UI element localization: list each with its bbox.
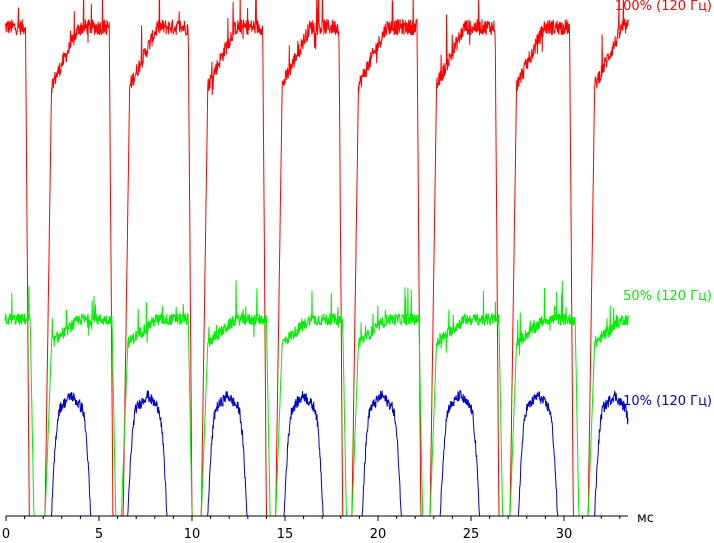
legend-entry-100-120: 100% (120 Гц) bbox=[615, 0, 712, 14]
legend: 100% (120 Гц) 50% (120 Гц) 10% (120 Гц) bbox=[615, 0, 712, 409]
series-line-10-120 bbox=[6, 389, 629, 517]
series-line-50-120 bbox=[4, 280, 629, 517]
x-tick-label: 5 bbox=[95, 527, 103, 542]
legend-entry-50-120: 50% (120 Гц) bbox=[623, 289, 712, 304]
x-tick-label: 25 bbox=[463, 527, 480, 542]
x-tick-label: 0 bbox=[2, 527, 10, 542]
x-tick-label: 10 bbox=[184, 527, 201, 542]
x-tick-label: 20 bbox=[370, 527, 387, 542]
series-line-100-120 bbox=[4, 0, 629, 517]
x-tick-label: 30 bbox=[556, 527, 573, 542]
x-tick-label: 15 bbox=[277, 527, 294, 542]
series-layer bbox=[4, 0, 629, 517]
x-ticks: 0 5 10 15 20 25 30 bbox=[2, 516, 621, 542]
x-axis-unit-label: мс bbox=[637, 511, 654, 526]
legend-entry-10-120: 10% (120 Гц) bbox=[623, 394, 712, 409]
